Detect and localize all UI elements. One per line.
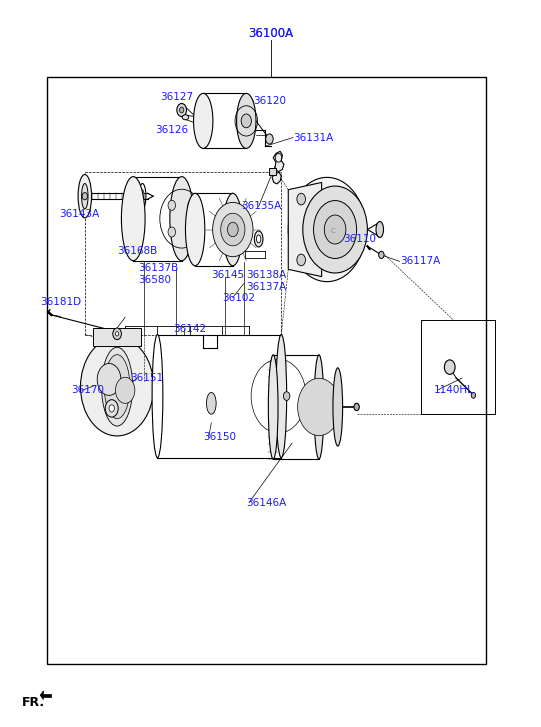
Circle shape xyxy=(177,103,187,116)
Ellipse shape xyxy=(102,348,133,426)
Ellipse shape xyxy=(256,235,261,243)
Ellipse shape xyxy=(236,93,256,148)
Circle shape xyxy=(109,405,114,412)
Bar xyxy=(93,328,141,346)
Circle shape xyxy=(297,193,306,205)
Ellipse shape xyxy=(207,393,216,414)
Circle shape xyxy=(115,377,135,403)
Ellipse shape xyxy=(78,174,91,218)
Ellipse shape xyxy=(254,231,263,247)
Text: C: C xyxy=(331,228,336,234)
Text: 36100A: 36100A xyxy=(248,28,293,41)
Circle shape xyxy=(113,328,121,340)
Text: 36120: 36120 xyxy=(253,96,286,105)
Polygon shape xyxy=(40,691,43,699)
Circle shape xyxy=(283,392,290,401)
Circle shape xyxy=(471,393,476,398)
Bar xyxy=(47,78,486,664)
Circle shape xyxy=(188,227,195,237)
Text: 1140HL: 1140HL xyxy=(434,385,474,395)
Text: 36117A: 36117A xyxy=(400,257,440,266)
Text: 36151: 36151 xyxy=(130,373,164,383)
Circle shape xyxy=(324,215,346,244)
Text: 36135A: 36135A xyxy=(241,201,281,212)
Ellipse shape xyxy=(333,368,342,446)
Circle shape xyxy=(303,186,367,273)
Ellipse shape xyxy=(376,222,384,238)
Text: 36143A: 36143A xyxy=(60,209,100,220)
Circle shape xyxy=(188,200,195,210)
Circle shape xyxy=(81,337,154,436)
Circle shape xyxy=(266,134,273,144)
Text: 36145: 36145 xyxy=(212,270,245,280)
Ellipse shape xyxy=(194,93,213,148)
Ellipse shape xyxy=(268,355,278,459)
Circle shape xyxy=(227,222,238,237)
Text: 36126: 36126 xyxy=(155,125,188,135)
Circle shape xyxy=(82,193,88,200)
Polygon shape xyxy=(272,172,281,184)
Polygon shape xyxy=(273,151,284,172)
Circle shape xyxy=(168,200,175,210)
Circle shape xyxy=(288,177,366,281)
Ellipse shape xyxy=(121,177,145,261)
Text: 36127: 36127 xyxy=(160,92,193,102)
Ellipse shape xyxy=(276,334,287,458)
Polygon shape xyxy=(42,694,51,696)
Text: 36142: 36142 xyxy=(174,324,207,334)
Text: 36102: 36102 xyxy=(222,292,255,302)
Circle shape xyxy=(115,332,118,336)
Ellipse shape xyxy=(223,193,242,266)
Polygon shape xyxy=(288,182,322,276)
Text: 36150: 36150 xyxy=(203,433,236,442)
Ellipse shape xyxy=(104,355,130,419)
Ellipse shape xyxy=(314,355,324,459)
Circle shape xyxy=(354,403,359,411)
Ellipse shape xyxy=(152,334,163,458)
Circle shape xyxy=(298,378,340,435)
Circle shape xyxy=(97,364,121,395)
Bar xyxy=(269,168,276,175)
Text: 36137B: 36137B xyxy=(138,263,179,273)
Circle shape xyxy=(379,252,384,259)
Ellipse shape xyxy=(170,177,194,261)
Ellipse shape xyxy=(82,183,88,209)
Text: 36137A: 36137A xyxy=(246,282,287,292)
Circle shape xyxy=(314,201,357,259)
Ellipse shape xyxy=(309,208,358,252)
Ellipse shape xyxy=(182,115,189,120)
Circle shape xyxy=(221,213,245,246)
Text: 36110: 36110 xyxy=(343,234,376,244)
Ellipse shape xyxy=(141,190,144,203)
Circle shape xyxy=(241,114,252,128)
Circle shape xyxy=(297,254,306,266)
Circle shape xyxy=(213,202,253,257)
Text: 36170: 36170 xyxy=(71,385,104,395)
Text: 36100A: 36100A xyxy=(248,28,293,41)
Text: 36168B: 36168B xyxy=(117,246,157,255)
Text: FR.: FR. xyxy=(22,696,45,709)
Text: 36181D: 36181D xyxy=(40,297,81,307)
Text: 36131A: 36131A xyxy=(293,132,333,142)
Text: 36146A: 36146A xyxy=(246,497,287,507)
Circle shape xyxy=(444,360,455,374)
Text: 36138A: 36138A xyxy=(246,270,287,280)
Text: 36580: 36580 xyxy=(138,276,171,285)
Ellipse shape xyxy=(186,193,205,266)
Circle shape xyxy=(168,227,175,237)
Circle shape xyxy=(105,400,118,417)
Circle shape xyxy=(180,107,184,113)
